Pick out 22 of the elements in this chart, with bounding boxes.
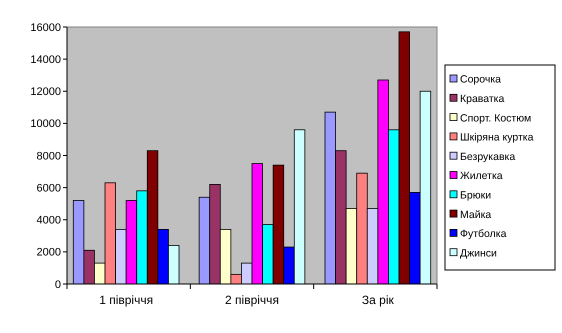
x-tick-label: 1 півріччя — [99, 293, 154, 307]
y-tick-label: 2000 — [36, 246, 61, 259]
x-tick-label: За рік — [362, 293, 395, 307]
legend-label: Джинси — [460, 247, 498, 260]
legend-label: Спорт. Костюм — [460, 112, 532, 124]
legend-label: Майка — [460, 208, 492, 221]
y-tick-label: 14000 — [30, 54, 61, 66]
y-tick-label: 10000 — [30, 118, 61, 130]
legend-label: Шкіряна куртка — [460, 132, 534, 144]
y-tick-label: 0 — [54, 278, 61, 291]
y-tick-label: 4000 — [36, 214, 61, 227]
legend-label: Футболка — [460, 228, 507, 240]
legend-label: Краватка — [460, 92, 504, 105]
y-tick-label: 16000 — [30, 22, 61, 34]
y-tick-label: 12000 — [30, 86, 61, 98]
y-tick-label: 6000 — [36, 182, 61, 194]
legend-label: Безрукавка — [460, 150, 516, 163]
legend-label: Брюки — [460, 189, 492, 202]
legend-label: Жилетка — [460, 170, 503, 182]
x-tick-label: 2 півріччя — [225, 293, 279, 307]
legend-label: Сорочка — [460, 74, 502, 86]
y-tick-label: 8000 — [36, 150, 61, 162]
